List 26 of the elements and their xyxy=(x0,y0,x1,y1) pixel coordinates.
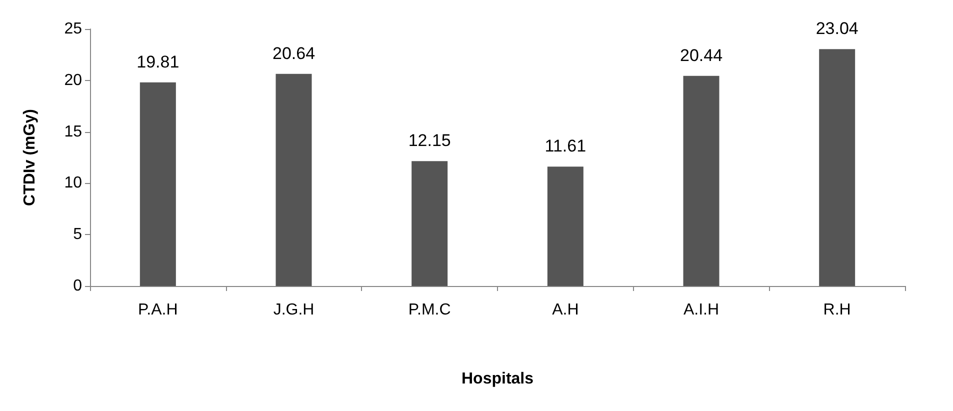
y-tick-label: 15 xyxy=(64,123,82,140)
bar xyxy=(412,161,448,286)
x-axis-title: Hospitals xyxy=(461,370,534,388)
bar xyxy=(819,49,856,286)
x-tick-label: A.H xyxy=(552,302,579,318)
data-label: 20.64 xyxy=(272,44,316,63)
data-label: 12.15 xyxy=(408,131,451,150)
bar xyxy=(140,82,176,286)
x-tick-label: A.I.H xyxy=(683,302,720,318)
data-label: 11.61 xyxy=(544,136,586,156)
y-tick-label: 20 xyxy=(64,72,82,89)
data-label: 19.81 xyxy=(136,52,180,72)
bar xyxy=(683,76,720,286)
x-tick-label: P.M.C xyxy=(408,302,451,318)
x-tick-label: R.H xyxy=(823,302,851,318)
y-tick-label: 0 xyxy=(73,278,82,294)
y-tick-label: 5 xyxy=(73,226,82,244)
y-axis-title: CTDIv (mGy) xyxy=(22,109,38,206)
x-tick-label: P.A.H xyxy=(138,302,178,318)
y-tick-label: 10 xyxy=(64,174,82,192)
data-label: 23.04 xyxy=(816,19,858,38)
bar xyxy=(547,166,584,286)
y-tick-label: 25 xyxy=(64,20,82,38)
x-tick-label: J.G.H xyxy=(273,302,314,318)
bar xyxy=(276,74,312,286)
data-label: 20.44 xyxy=(680,46,723,65)
